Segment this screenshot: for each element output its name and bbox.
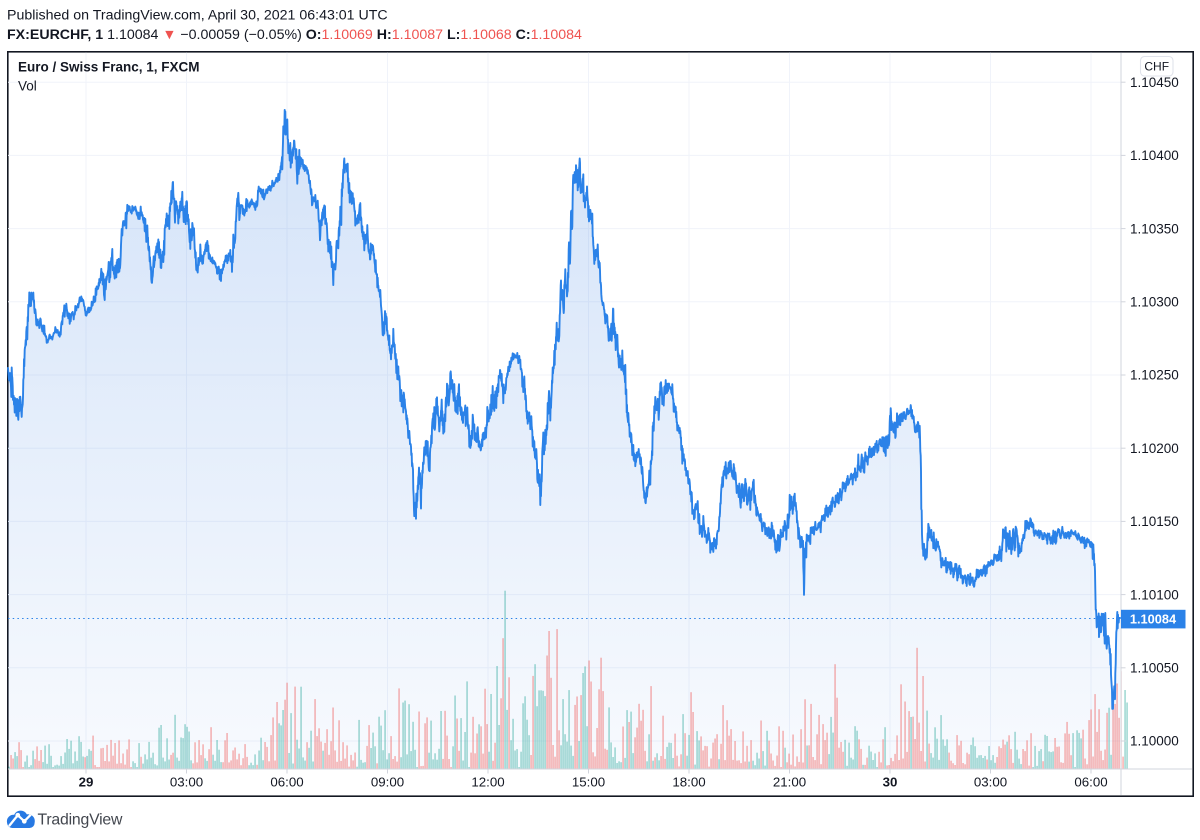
svg-text:1.10300: 1.10300 — [1130, 295, 1179, 310]
svg-text:Vol: Vol — [18, 79, 37, 94]
svg-text:03:00: 03:00 — [170, 775, 203, 790]
svg-text:Euro / Swiss Franc, 1, FXCM: Euro / Swiss Franc, 1, FXCM — [18, 60, 200, 75]
svg-text:1.10250: 1.10250 — [1130, 368, 1179, 383]
svg-text:30: 30 — [883, 775, 898, 790]
svg-text:09:00: 09:00 — [371, 775, 404, 790]
svg-text:TradingView: TradingView — [38, 812, 124, 829]
svg-text:1.10400: 1.10400 — [1130, 148, 1179, 163]
svg-text:12:00: 12:00 — [471, 775, 504, 790]
svg-text:15:00: 15:00 — [572, 775, 605, 790]
svg-text:1.10200: 1.10200 — [1130, 441, 1179, 456]
svg-text:1.10100: 1.10100 — [1130, 587, 1179, 602]
svg-text:21:00: 21:00 — [773, 775, 806, 790]
svg-text:03:00: 03:00 — [974, 775, 1007, 790]
svg-text:1.10084: 1.10084 — [1130, 611, 1177, 626]
svg-text:29: 29 — [79, 775, 94, 790]
svg-text:18:00: 18:00 — [672, 775, 705, 790]
svg-text:Published on TradingView.com,: Published on TradingView.com, April 30, … — [7, 8, 388, 24]
svg-text:CHF: CHF — [1144, 59, 1169, 73]
svg-text:FX:EURCHF, 1 1.10084 ▼ −0.0005: FX:EURCHF, 1 1.10084 ▼ −0.00059 (−0.05%)… — [7, 27, 582, 43]
svg-text:1.10350: 1.10350 — [1130, 221, 1179, 236]
svg-text:06:00: 06:00 — [1074, 775, 1107, 790]
svg-text:06:00: 06:00 — [270, 775, 303, 790]
svg-text:1.10450: 1.10450 — [1130, 75, 1179, 90]
svg-text:1.10000: 1.10000 — [1130, 734, 1179, 749]
svg-text:1.10050: 1.10050 — [1130, 661, 1179, 676]
svg-text:1.10150: 1.10150 — [1130, 514, 1179, 529]
